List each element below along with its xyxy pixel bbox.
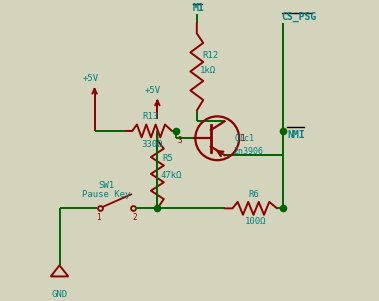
Text: 47kΩ: 47kΩ — [161, 172, 182, 180]
Text: R5: R5 — [163, 154, 173, 163]
Text: Q1c1: Q1c1 — [235, 134, 255, 143]
Text: 3: 3 — [178, 136, 182, 145]
Text: M1: M1 — [193, 3, 204, 13]
Text: Pause Key: Pause Key — [82, 190, 130, 199]
Text: 1: 1 — [96, 213, 100, 222]
Text: SW1: SW1 — [98, 181, 114, 190]
Text: 2: 2 — [133, 213, 137, 222]
Text: R13: R13 — [143, 112, 159, 121]
Text: R6: R6 — [248, 190, 259, 199]
Text: 1: 1 — [241, 134, 245, 143]
Text: GND: GND — [51, 290, 67, 299]
Text: 100Ω: 100Ω — [245, 217, 266, 226]
Text: NMI: NMI — [287, 130, 305, 140]
Text: 2n3906: 2n3906 — [233, 147, 263, 156]
Text: 1kΩ: 1kΩ — [200, 66, 216, 75]
Text: +5V: +5V — [144, 86, 160, 95]
Text: CS_PSG: CS_PSG — [282, 12, 317, 22]
Text: R12: R12 — [202, 51, 218, 60]
Text: 330Ω: 330Ω — [141, 140, 163, 149]
Text: +5V: +5V — [83, 74, 99, 83]
